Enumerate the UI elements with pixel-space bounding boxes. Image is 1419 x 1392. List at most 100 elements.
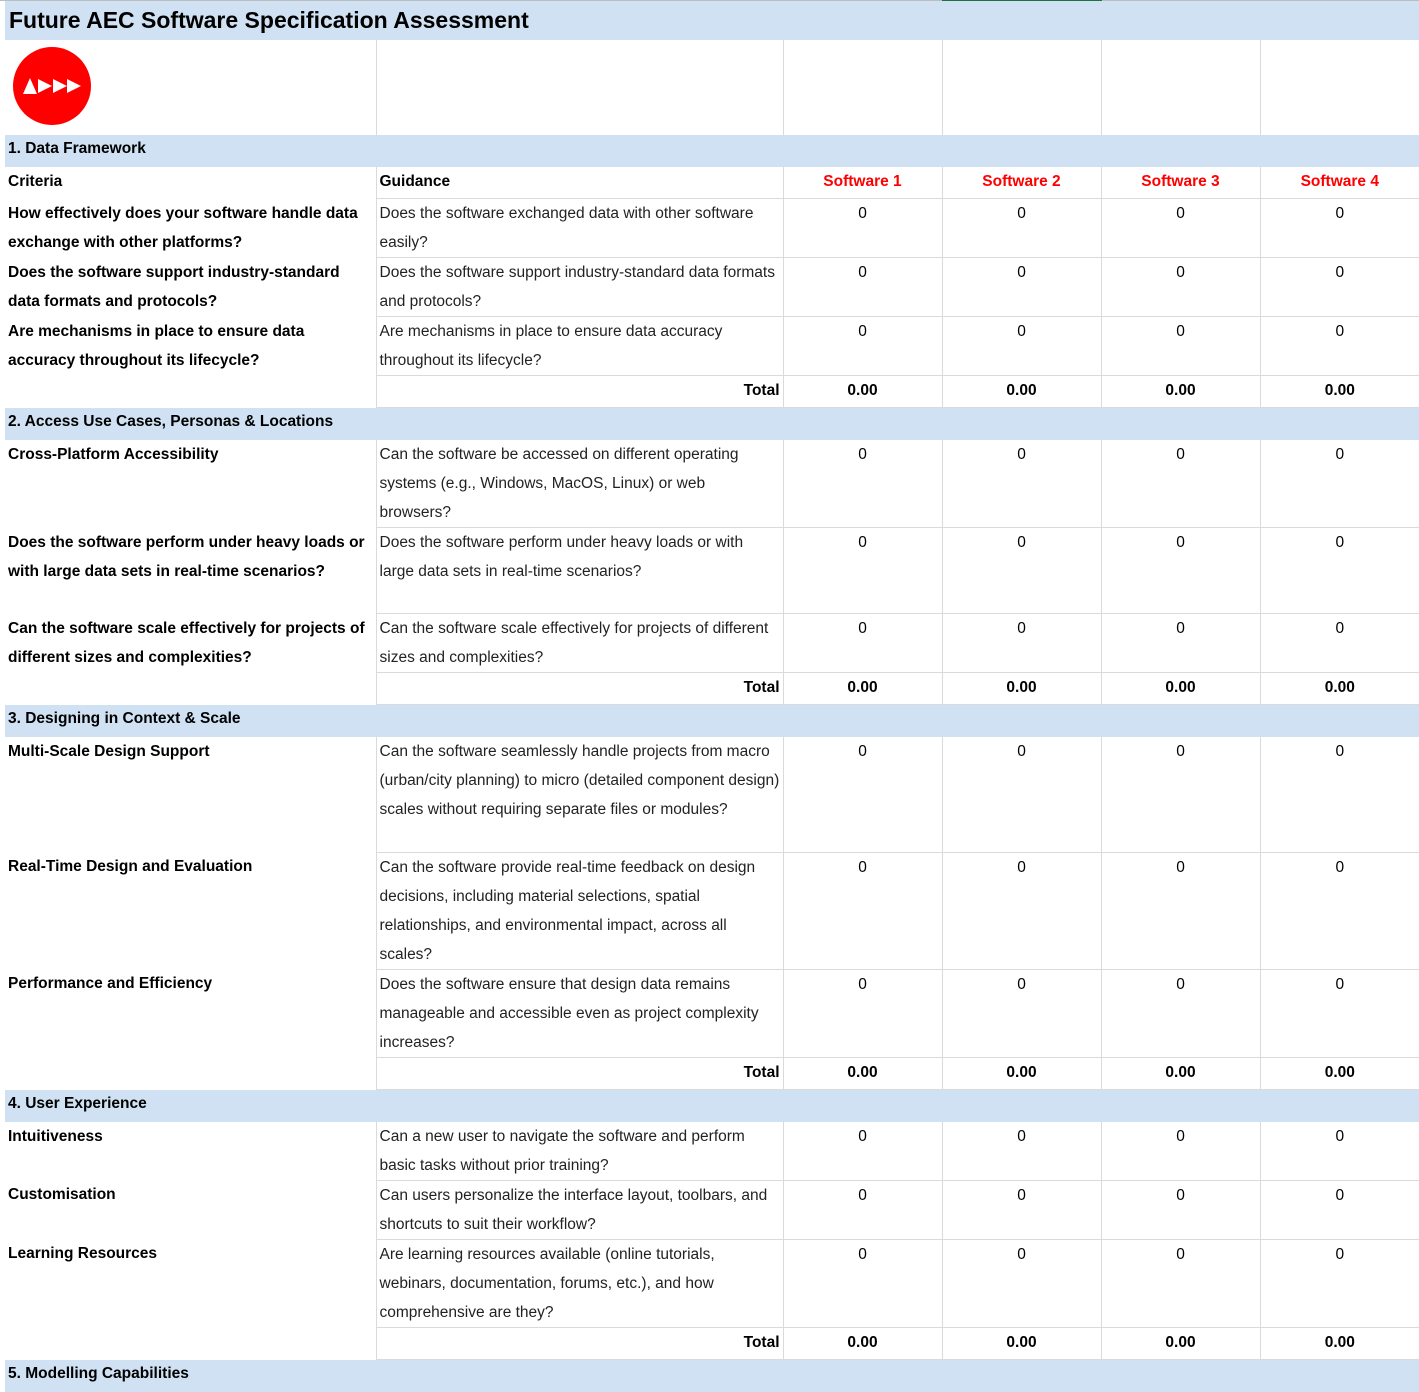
total-software-3[interactable]: 0.00: [1100, 672, 1260, 706]
total-software-3[interactable]: 0.00: [1100, 1327, 1260, 1360]
guidance-cell[interactable]: Are learning resources available (online…: [375, 1239, 783, 1328]
criteria-cell[interactable]: Performance and Efficiency: [8, 975, 213, 993]
score-cell-software-3[interactable]: 0: [1100, 737, 1260, 853]
criteria-cell[interactable]: How effectively does your software handl…: [8, 204, 358, 251]
score-cell-software-2[interactable]: 0: [941, 1180, 1101, 1240]
section-title[interactable]: 1. Data Framework: [5, 135, 1419, 167]
software-header-4[interactable]: Software 4: [1259, 167, 1419, 199]
guidance-cell[interactable]: Does the software support industry-stand…: [375, 257, 783, 317]
empty-cell[interactable]: [5, 1057, 376, 1089]
empty-cell[interactable]: [782, 40, 942, 135]
score-cell-software-1[interactable]: 0: [782, 737, 942, 853]
score-cell-software-2[interactable]: 0: [941, 969, 1101, 1058]
score-cell-software-3[interactable]: 0: [1100, 257, 1260, 317]
empty-cell[interactable]: [5, 1327, 376, 1359]
score-cell-software-2[interactable]: 0: [941, 1121, 1101, 1181]
score-cell-software-3[interactable]: 0: [1100, 613, 1260, 674]
score-cell-software-2[interactable]: 0: [941, 440, 1101, 528]
score-cell-software-2[interactable]: 0: [941, 198, 1101, 258]
score-cell-software-4[interactable]: 0: [1259, 1239, 1419, 1328]
guidance-cell[interactable]: Can a new user to navigate the software …: [375, 1121, 783, 1181]
score-cell-software-4[interactable]: 0: [1259, 257, 1419, 317]
total-software-1[interactable]: 0.00: [782, 375, 942, 408]
score-cell-software-1[interactable]: 0: [782, 1239, 942, 1328]
score-cell-software-3[interactable]: 0: [1100, 198, 1260, 258]
score-cell-software-2[interactable]: 0: [941, 257, 1101, 317]
guidance-cell[interactable]: Does the software ensure that design dat…: [375, 969, 783, 1058]
criteria-cell[interactable]: Cross-Platform Accessibility: [8, 446, 219, 463]
score-cell-software-3[interactable]: 0: [1100, 1180, 1260, 1240]
score-cell-software-4[interactable]: 0: [1259, 1180, 1419, 1240]
guidance-cell[interactable]: Does the software perform under heavy lo…: [375, 527, 783, 615]
empty-cell[interactable]: [375, 40, 783, 135]
score-cell-software-2[interactable]: 0: [941, 737, 1101, 853]
criteria-cell[interactable]: Learning Resources: [8, 1245, 158, 1263]
guidance-cell[interactable]: Can the software seamlessly handle proje…: [375, 737, 783, 853]
score-cell-software-2[interactable]: 0: [941, 613, 1101, 674]
criteria-cell[interactable]: Can the software scale effectively for p…: [8, 619, 365, 666]
total-software-2[interactable]: 0.00: [941, 672, 1101, 706]
score-cell-software-1[interactable]: 0: [782, 316, 942, 376]
criteria-header[interactable]: Criteria: [8, 173, 63, 190]
criteria-cell[interactable]: Customisation: [8, 1186, 116, 1204]
score-cell-software-4[interactable]: 0: [1259, 1121, 1419, 1181]
total-software-1[interactable]: 0.00: [782, 1057, 942, 1090]
score-cell-software-2[interactable]: 0: [941, 527, 1101, 615]
empty-cell[interactable]: [1100, 40, 1260, 135]
score-cell-software-3[interactable]: 0: [1100, 1121, 1260, 1181]
score-cell-software-2[interactable]: 0: [941, 1239, 1101, 1328]
empty-cell[interactable]: [5, 673, 376, 705]
guidance-cell[interactable]: Can the software be accessed on differen…: [375, 440, 783, 528]
score-cell-software-1[interactable]: 0: [782, 852, 942, 970]
score-cell-software-1[interactable]: 0: [782, 527, 942, 615]
section-title[interactable]: 5. Modelling Capabilities: [5, 1359, 1419, 1392]
score-cell-software-2[interactable]: 0: [941, 316, 1101, 376]
score-cell-software-3[interactable]: 0: [1100, 969, 1260, 1058]
criteria-cell[interactable]: Real-Time Design and Evaluation: [8, 858, 253, 876]
total-software-4[interactable]: 0.00: [1259, 375, 1419, 408]
score-cell-software-3[interactable]: 0: [1100, 316, 1260, 376]
sheet-title[interactable]: Future AEC Software Specification Assess…: [5, 1, 1419, 40]
empty-cell[interactable]: [1259, 40, 1419, 135]
score-cell-software-4[interactable]: 0: [1259, 316, 1419, 376]
score-cell-software-3[interactable]: 0: [1100, 1239, 1260, 1328]
score-cell-software-1[interactable]: 0: [782, 1180, 942, 1240]
total-software-1[interactable]: 0.00: [782, 672, 942, 706]
total-software-3[interactable]: 0.00: [1100, 1057, 1260, 1090]
total-software-3[interactable]: 0.00: [1100, 375, 1260, 408]
guidance-cell[interactable]: Can the software scale effectively for p…: [375, 613, 783, 674]
score-cell-software-3[interactable]: 0: [1100, 527, 1260, 615]
score-cell-software-4[interactable]: 0: [1259, 852, 1419, 970]
score-cell-software-4[interactable]: 0: [1259, 198, 1419, 258]
criteria-cell[interactable]: Does the software support industry-stand…: [8, 263, 340, 310]
software-header-2[interactable]: Software 2: [941, 167, 1101, 199]
guidance-cell[interactable]: Does the software exchanged data with ot…: [375, 198, 783, 258]
score-cell-software-1[interactable]: 0: [782, 613, 942, 674]
total-software-2[interactable]: 0.00: [941, 375, 1101, 408]
criteria-cell[interactable]: Are mechanisms in place to ensure data a…: [8, 322, 305, 369]
total-software-4[interactable]: 0.00: [1259, 1057, 1419, 1090]
score-cell-software-4[interactable]: 0: [1259, 613, 1419, 674]
score-cell-software-2[interactable]: 0: [941, 852, 1101, 970]
criteria-cell[interactable]: Intuitiveness: [8, 1127, 103, 1145]
empty-cell[interactable]: [5, 376, 376, 408]
criteria-cell[interactable]: Multi-Scale Design Support: [8, 743, 210, 761]
section-title[interactable]: 4. User Experience: [5, 1089, 1419, 1122]
score-cell-software-1[interactable]: 0: [782, 257, 942, 317]
guidance-header[interactable]: Guidance: [375, 167, 783, 199]
score-cell-software-4[interactable]: 0: [1259, 440, 1419, 528]
guidance-cell[interactable]: Can the software provide real-time feedb…: [375, 852, 783, 970]
software-header-3[interactable]: Software 3: [1100, 167, 1260, 199]
total-software-4[interactable]: 0.00: [1259, 1327, 1419, 1360]
section-title[interactable]: 2. Access Use Cases, Personas & Location…: [5, 407, 1419, 440]
score-cell-software-4[interactable]: 0: [1259, 737, 1419, 853]
total-software-2[interactable]: 0.00: [941, 1327, 1101, 1360]
score-cell-software-1[interactable]: 0: [782, 1121, 942, 1181]
score-cell-software-3[interactable]: 0: [1100, 852, 1260, 970]
logo-cell[interactable]: [5, 40, 376, 135]
software-header-1[interactable]: Software 1: [782, 167, 942, 199]
score-cell-software-4[interactable]: 0: [1259, 527, 1419, 615]
guidance-cell[interactable]: Are mechanisms in place to ensure data a…: [375, 316, 783, 376]
total-software-4[interactable]: 0.00: [1259, 672, 1419, 706]
score-cell-software-1[interactable]: 0: [782, 440, 942, 528]
